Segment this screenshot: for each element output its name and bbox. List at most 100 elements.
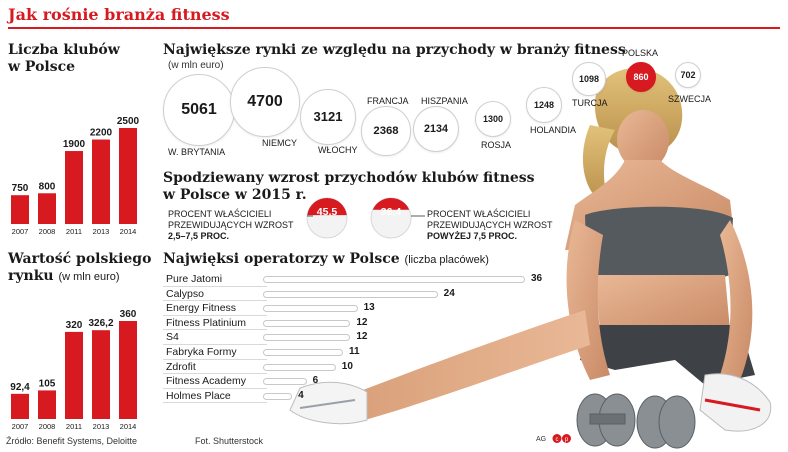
operator-name: Zdrofit — [166, 360, 196, 373]
x-tick-label: 2007 — [12, 422, 29, 431]
row-rule — [163, 285, 267, 287]
operator-value: 6 — [312, 375, 319, 387]
copyright-logo-icon: c p — [552, 434, 571, 443]
x-tick-label: 2008 — [39, 422, 56, 431]
market-bubble: 860 — [626, 62, 656, 92]
market-bubble: 4700 — [230, 67, 300, 137]
markets-bubble-chart: 5061 W. BRYTANIA 4700 NIEMCY 3121 WŁOCHY 2368 F… — [0, 0, 788, 170]
bar-value-label: 1900 — [63, 139, 86, 150]
operator-bar — [263, 392, 293, 400]
operator-value: 4 — [298, 389, 304, 401]
bar-value-label: 105 — [39, 378, 56, 389]
row-rule — [163, 402, 267, 404]
photo-credit: Fot. Shutterstock — [195, 436, 264, 446]
operator-name: S4 — [166, 331, 179, 344]
svg-text:c: c — [556, 437, 559, 443]
bar — [11, 195, 29, 224]
x-tick-label: 2008 — [39, 227, 56, 236]
market-country-label: W. BRYTANIA — [168, 147, 226, 157]
bar — [92, 330, 110, 419]
x-tick-label: 2011 — [66, 227, 82, 236]
operator-bar — [263, 319, 351, 327]
operator-name: Calypso — [166, 287, 204, 300]
author-initials: AG — [536, 436, 547, 443]
operator-bar — [263, 305, 358, 313]
growth-slice — [372, 198, 410, 210]
operator-bar — [263, 334, 351, 342]
market-bubble: 2368 — [361, 106, 411, 156]
operator-name: Energy Fitness — [166, 302, 237, 315]
market-country-label: FRANCJA — [367, 96, 409, 106]
market-country-label: HOLANDIA — [530, 125, 577, 135]
bar-value-label: 800 — [39, 181, 56, 192]
clubs-heading: Liczba klubów w Polsce — [8, 42, 120, 75]
source-note: Źródło: Benefit Systems, Deloitte — [6, 436, 138, 446]
row-rule — [163, 329, 267, 331]
markets-heading: Największe rynki ze względu na przychody… — [163, 42, 626, 58]
operator-value: 12 — [356, 316, 368, 328]
market-country-label: HISZPANIA — [421, 96, 468, 106]
x-tick-label: 2014 — [120, 227, 137, 236]
market-bubble: 3121 — [299, 88, 357, 146]
operator-name: Fitness Platinium — [166, 316, 246, 329]
operator-name: Holmes Place — [166, 389, 231, 402]
bar-value-label: 2200 — [90, 128, 113, 139]
bar-value-label: 750 — [12, 183, 29, 194]
bar — [11, 393, 29, 419]
operator-bar — [263, 349, 344, 356]
x-tick-label: 2013 — [93, 422, 110, 431]
title-underline — [8, 27, 780, 29]
clubs-bar-chart: 750 2007 800 2008 1900 2011 2200 2013 2500 2014 — [11, 116, 140, 236]
bar-value-label: 320 — [66, 320, 83, 331]
market-country-label: NIEMCY — [262, 138, 298, 148]
bar — [119, 128, 137, 224]
x-tick-label: 2007 — [12, 227, 29, 236]
operator-bar — [263, 276, 525, 283]
operator-bar — [263, 290, 438, 298]
row-rule — [163, 387, 267, 389]
athlete-illustration — [565, 68, 772, 449]
market-country-label: ROSJA — [481, 140, 512, 150]
athlete-leg — [289, 310, 590, 425]
bar — [65, 151, 83, 224]
growth-heading: Spodziewany wzrost przychodów klubów fit… — [163, 170, 535, 203]
bar-value-label: 2500 — [117, 116, 140, 127]
operator-bar — [263, 363, 336, 371]
row-rule — [163, 344, 267, 345]
x-tick-label: 2014 — [120, 422, 137, 431]
bar-value-label: 326,2 — [88, 318, 113, 329]
growth-right-label: PROCENT WŁAŚCICIELI PRZEWIDUJĄCYCH WZROS… — [427, 209, 553, 241]
bar — [65, 331, 83, 419]
operator-value: 13 — [363, 302, 375, 314]
operator-bar — [263, 378, 307, 386]
operator-value: 11 — [349, 346, 360, 357]
market-country-label: SZWECJA — [668, 94, 712, 104]
bar — [92, 139, 110, 224]
bar — [38, 390, 56, 419]
operator-value: 12 — [356, 331, 368, 343]
bar — [119, 321, 137, 419]
growth-value-label: 45,5 — [317, 206, 338, 218]
market-bubble: 1098 — [572, 62, 606, 96]
bar-value-label: 92,4 — [10, 382, 30, 393]
market-bubble: 1300 — [474, 100, 512, 138]
operators-heading: Najwięksi operatorzy w Polsce (liczba pl… — [163, 251, 489, 267]
operator-name: Fitness Academy — [166, 375, 246, 388]
market-bubble: 1248 — [526, 87, 562, 123]
bar — [38, 193, 56, 224]
row-rule — [163, 373, 267, 375]
operator-name: Pure Jatomi — [166, 273, 223, 285]
bar-value-label: 360 — [120, 309, 137, 320]
row-rule — [163, 300, 267, 302]
svg-text:p: p — [565, 437, 569, 443]
operator-value: 36 — [531, 273, 543, 284]
growth-slice — [307, 197, 347, 216]
operators-bar-chart: Pure Jatomi 36 Calypso 24 Energy Fitness 13 Fi… — [163, 272, 563, 412]
growth-value-label: 36,4 — [381, 206, 402, 218]
market-value-bar-chart: 92,4 2007 105 2008 320 2011 326,2 2013 360 2014 — [10, 309, 137, 431]
market-country-label: WŁOCHY — [318, 145, 358, 155]
x-tick-label: 2013 — [93, 227, 110, 236]
row-rule — [163, 358, 267, 360]
markets-unit: (w mln euro) — [168, 60, 224, 71]
market-country-label: TURCJA — [572, 98, 608, 108]
